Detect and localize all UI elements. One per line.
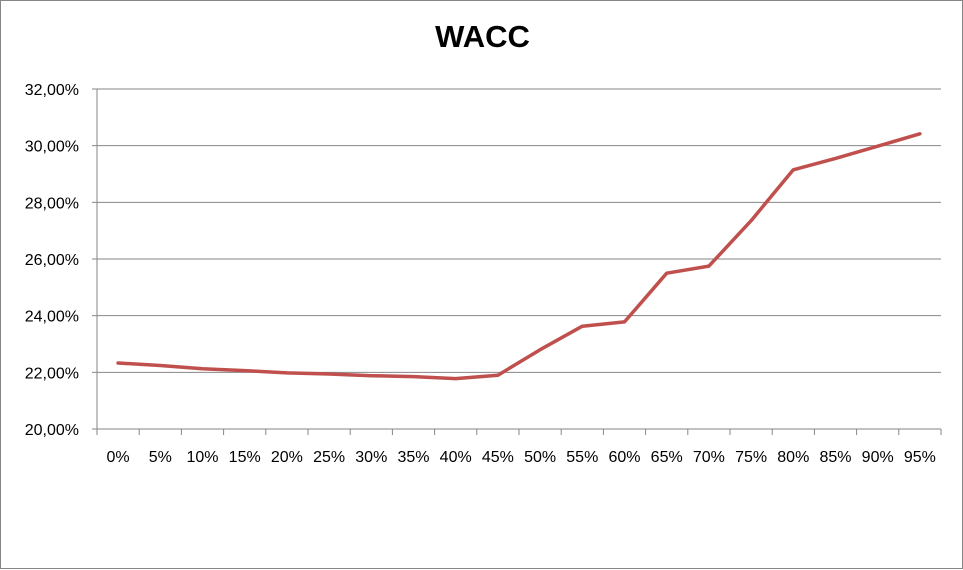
y-tick-label: 32,00% [25, 82, 79, 99]
y-tick-label: 30,00% [25, 139, 79, 156]
x-tick-label: 95% [904, 449, 936, 466]
y-tick-label: 28,00% [25, 195, 79, 212]
x-tick-label: 15% [229, 449, 261, 466]
x-tick-label: 35% [397, 449, 429, 466]
x-tick-label: 65% [651, 449, 683, 466]
x-tick-label: 85% [819, 449, 851, 466]
x-tick-label: 75% [735, 449, 767, 466]
y-tick-label: 24,00% [25, 309, 79, 326]
x-tick-label: 45% [482, 449, 514, 466]
series-layer [116, 132, 922, 381]
x-tick-label: 5% [149, 449, 172, 466]
tick-labels: 20,00% 22,00% 24,00% 26,00% 28,00% 30,00% 32,0… [25, 82, 936, 466]
gridlines [97, 88, 941, 373]
x-tick-label: 10% [186, 449, 218, 466]
chart-title: WACC [435, 19, 530, 54]
x-tick-label: 40% [440, 449, 472, 466]
y-tick-label: 26,00% [25, 252, 79, 269]
x-tick-label: 30% [355, 449, 387, 466]
x-tick-label: 25% [313, 449, 345, 466]
x-tick-label: 90% [862, 449, 894, 466]
x-tick-label: 70% [693, 449, 725, 466]
x-tick-label: 50% [524, 449, 556, 466]
x-tick-label: 80% [777, 449, 809, 466]
x-tick-label: 20% [271, 449, 303, 466]
y-tick-label: 22,00% [25, 365, 79, 382]
x-tick-label: 60% [608, 449, 640, 466]
x-tick-label: 55% [566, 449, 598, 466]
y-tick-label: 20,00% [25, 422, 79, 439]
x-tick-label: 0% [107, 449, 130, 466]
axes [92, 88, 942, 435]
series-line [116, 132, 922, 381]
